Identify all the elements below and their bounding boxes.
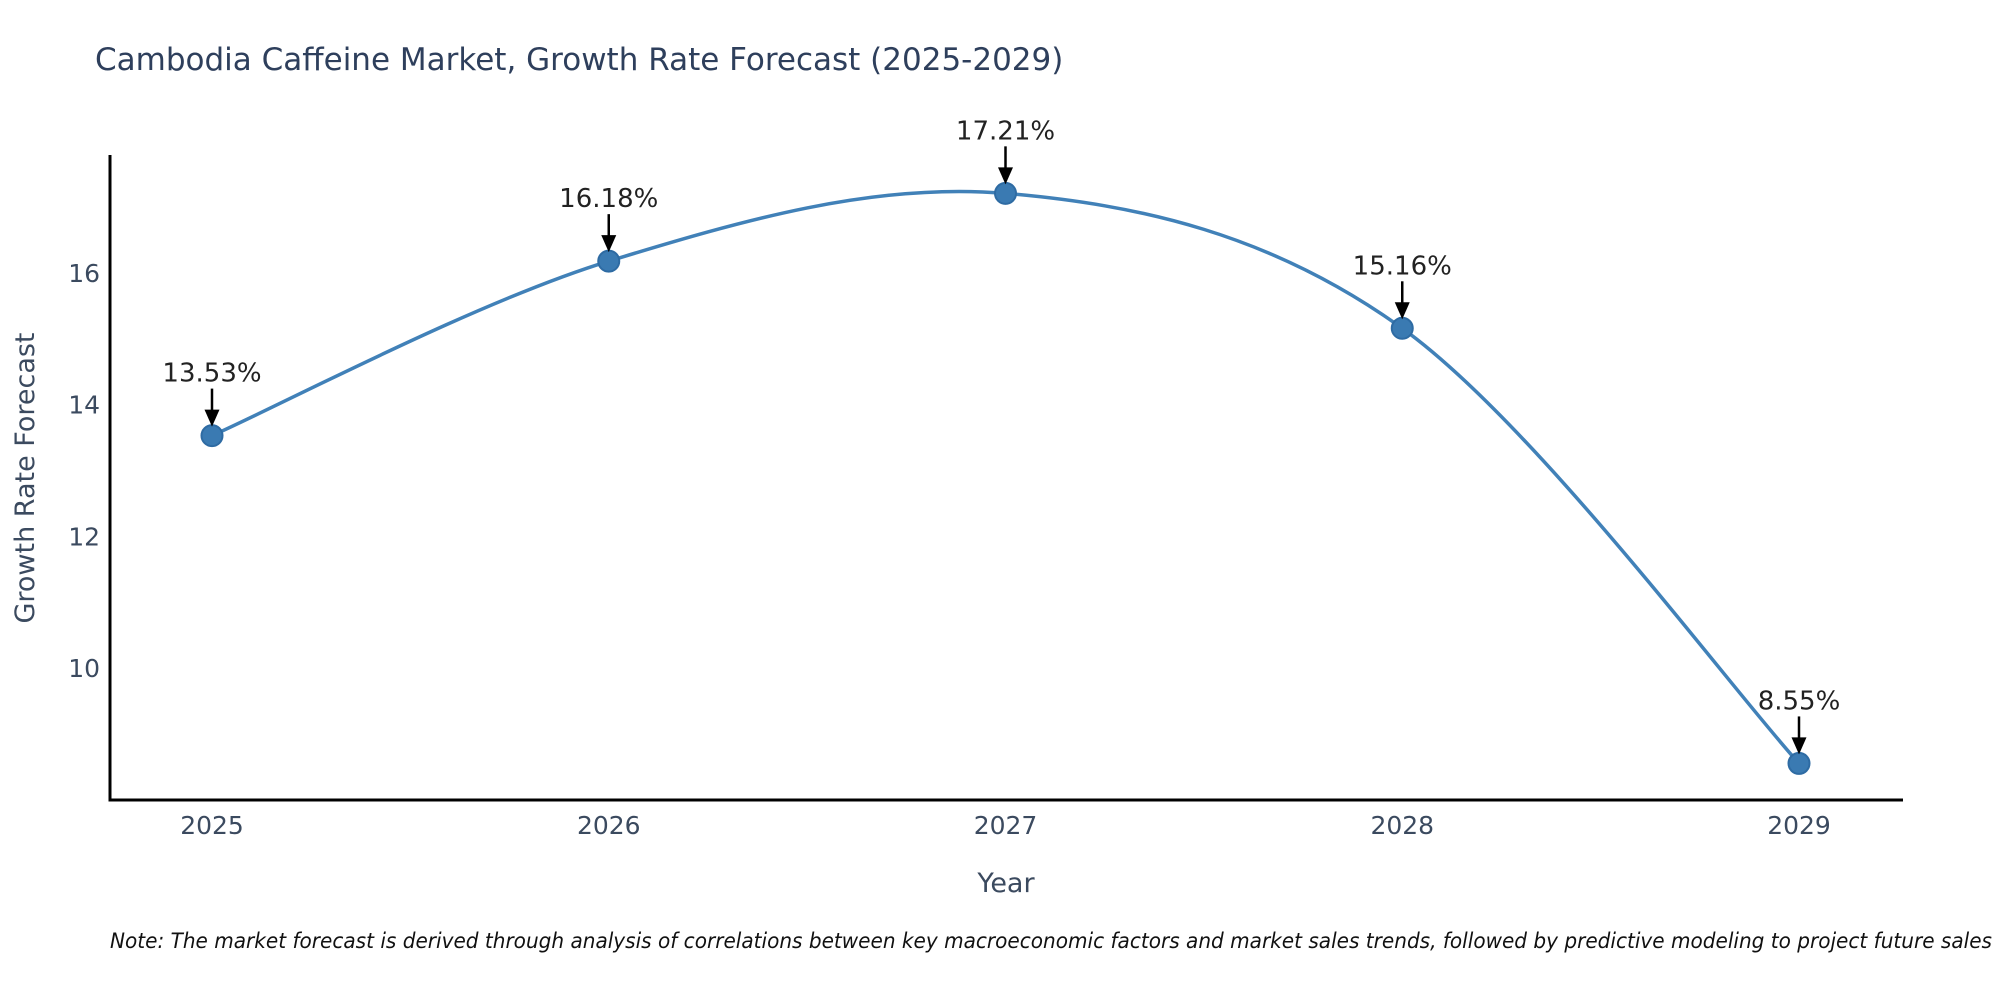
y-axis-label: Growth Rate Forecast	[10, 332, 41, 623]
footnote: Note: The market forecast is derived thr…	[110, 929, 1992, 953]
x-tick-2029: 2029	[1767, 811, 1831, 840]
marker-layer	[200, 181, 1811, 775]
y-tick-12: 12	[68, 522, 100, 551]
y-tick-10: 10	[68, 654, 100, 683]
x-tick-2026: 2026	[577, 811, 641, 840]
data-point-2028	[1390, 316, 1414, 340]
x-axis-label: Year	[976, 868, 1035, 899]
data-point-2027	[994, 181, 1017, 205]
chart-title: Cambodia Caffeine Market, Growth Rate Fo…	[95, 42, 1063, 78]
point-label-2028: 15.16%	[1353, 251, 1452, 281]
annotation-arrow-head	[204, 409, 220, 427]
annotation-arrow-head	[998, 167, 1013, 185]
x-tick-2025: 2025	[180, 811, 244, 840]
point-label-2026: 16.18%	[559, 184, 658, 214]
annotation-arrow-head	[1394, 302, 1410, 320]
forecast-line	[210, 189, 1801, 766]
y-tick-16: 16	[68, 259, 100, 288]
point-label-2025: 13.53%	[162, 359, 261, 389]
y-tick-layer: 10 12 14 16	[68, 259, 100, 683]
annotation-layer: 13.53% 16.18% 17.21% 15.16% 8.55%	[162, 116, 1841, 755]
data-point-2029	[1787, 751, 1811, 775]
y-tick-14: 14	[68, 391, 100, 420]
line-series-layer	[210, 189, 1801, 766]
x-tick-2027: 2027	[974, 811, 1038, 840]
x-tick-layer: 2025 2026 2027 2028 2029	[180, 811, 1831, 840]
annotation-arrow-head	[601, 235, 617, 253]
annotation-arrow-head	[1791, 737, 1807, 755]
data-point-2025	[200, 424, 224, 448]
data-point-2026	[597, 249, 621, 273]
point-label-2027: 17.21%	[956, 116, 1055, 146]
point-label-2029: 8.55%	[1758, 686, 1841, 716]
x-tick-2028: 2028	[1370, 811, 1434, 840]
